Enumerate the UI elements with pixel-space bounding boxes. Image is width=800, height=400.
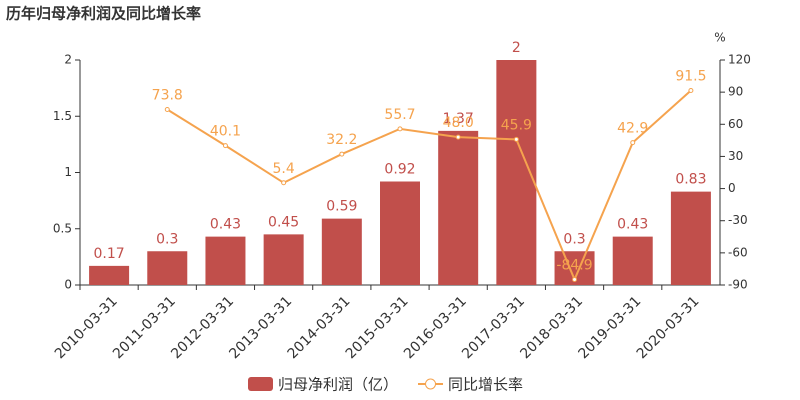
line-point: [630, 140, 636, 146]
bar: [321, 218, 362, 285]
line-point: [164, 107, 170, 112]
bar-value-label: 0.92: [384, 162, 415, 178]
line-value-label: -84.9: [556, 258, 592, 274]
bar-value-label: 1.37: [443, 111, 474, 127]
line: [166, 89, 692, 283]
line-value-label: 91.5: [675, 69, 706, 85]
y2-tick-label: 30: [728, 149, 743, 163]
bar-value-label: 0.45: [268, 214, 299, 230]
bar: [89, 265, 130, 285]
bar: [612, 236, 653, 285]
y-tick-label: 1.5: [53, 109, 72, 123]
bar: [380, 181, 420, 285]
line-value-label: 40.1: [210, 124, 241, 140]
legend-label: 同比增长率: [448, 376, 523, 394]
line-value-label: 73.8: [152, 88, 183, 104]
y2-tick-label: -30: [728, 213, 748, 227]
y2-tick-label: 0: [728, 181, 736, 195]
y-tick-label: 0.5: [53, 221, 72, 235]
y2-tick-label: -60: [728, 245, 748, 259]
legend-swatch: [248, 377, 273, 391]
legend-swatch: [425, 378, 437, 390]
line-value-label: 48.0: [443, 115, 474, 131]
line-value-label: 42.9: [617, 121, 648, 137]
line-point: [397, 126, 403, 132]
chart-title: 历年归母净利润及同比增长率: [6, 5, 201, 23]
bar-value-label: 0.3: [156, 231, 178, 247]
line-point: [688, 88, 694, 94]
bar: [147, 251, 188, 285]
bar: [263, 234, 304, 285]
bar-value-label: 0.43: [210, 217, 241, 233]
y2-axis-label: %: [714, 31, 725, 45]
line-point: [339, 151, 345, 157]
bar: [205, 236, 246, 285]
bar-value-label: 0.83: [675, 172, 706, 188]
line-value-label: 55.7: [384, 107, 415, 123]
line-point: [513, 136, 519, 142]
bar-value-label: 0.43: [617, 217, 648, 233]
bar-value-label: 0.3: [563, 231, 585, 247]
y2-tick-label: 120: [728, 53, 751, 67]
line-point: [281, 180, 287, 186]
line-value-label: 32.2: [326, 132, 357, 148]
line-value-label: 45.9: [501, 117, 532, 133]
bar-value-label: 0.17: [94, 246, 125, 262]
bar: [670, 191, 711, 285]
line-point: [222, 143, 228, 149]
legend-label: 归母净利润（亿）: [278, 376, 398, 394]
bar-value-label: 2: [512, 40, 521, 56]
y2-tick-label: 90: [728, 85, 743, 99]
y2-tick-label: 60: [728, 117, 743, 131]
line-point: [572, 277, 578, 283]
y2-tick-label: -90: [728, 278, 748, 292]
y-tick-label: 0: [64, 278, 72, 292]
line-value-label: 5.4: [273, 161, 295, 177]
y-tick-label: 2: [64, 53, 72, 67]
bar: [438, 130, 479, 285]
x-tick-label: 2020-03-31: [634, 293, 703, 362]
bar-value-label: 0.59: [326, 199, 357, 215]
line-point: [455, 134, 461, 140]
y-tick-label: 1: [64, 165, 72, 179]
